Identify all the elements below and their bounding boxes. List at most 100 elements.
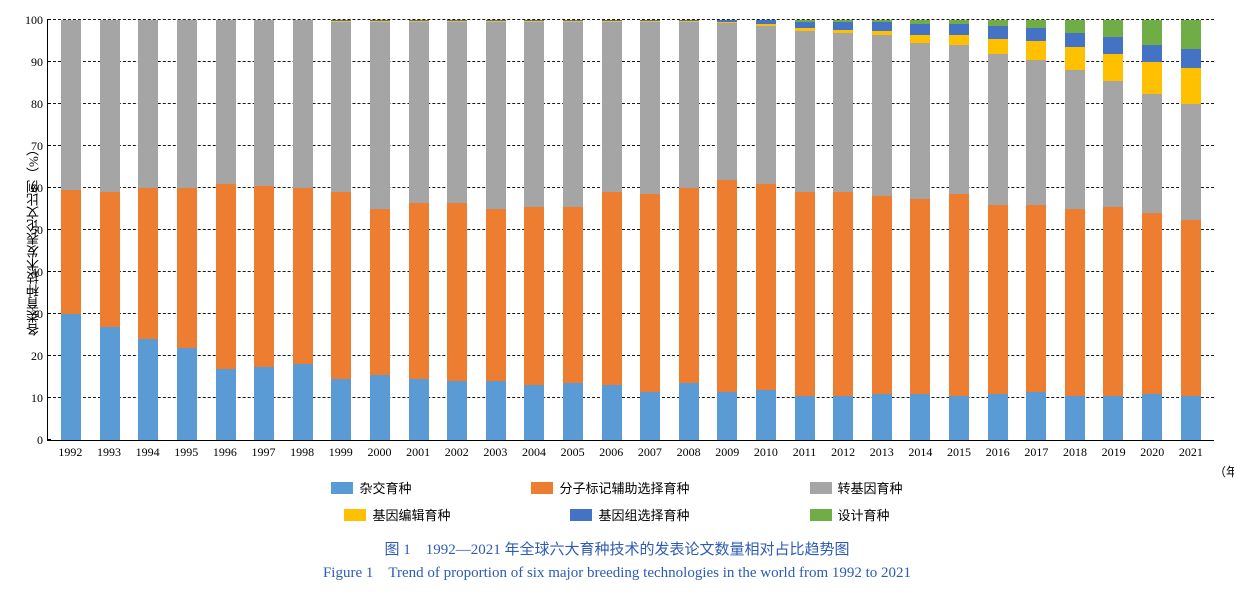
bar-segment-genomic xyxy=(1142,45,1162,62)
bar-column xyxy=(245,20,284,440)
bar-segment-transgen xyxy=(1026,60,1046,205)
bar-segment-editing xyxy=(1103,54,1123,81)
bar-segment-editing xyxy=(949,35,969,46)
bar-segment-hybrid xyxy=(293,364,313,440)
bar-segment-genomic xyxy=(949,24,969,35)
stacked-bar xyxy=(254,20,274,440)
legend-item-marker: 分子标记辅助选择育种 xyxy=(531,478,689,497)
bar-column xyxy=(901,20,940,440)
x-tick-label: 2005 xyxy=(553,445,592,460)
bar-segment-hybrid xyxy=(717,392,737,440)
bar-segment-marker xyxy=(795,192,815,396)
stacked-bar xyxy=(138,20,158,440)
bar-segment-genomic xyxy=(910,24,930,35)
bar-segment-transgen xyxy=(910,43,930,198)
legend-item-genomic: 基因组选择育种 xyxy=(570,505,689,524)
bar-segment-editing xyxy=(910,35,930,43)
bar-segment-marker xyxy=(100,192,120,326)
bar-segment-design xyxy=(1142,20,1162,45)
bar-segment-transgen xyxy=(872,35,892,197)
bar-column xyxy=(592,20,631,440)
x-tick-label: 1997 xyxy=(244,445,283,460)
y-tick-label: 70 xyxy=(31,140,43,152)
x-tick-label: 2014 xyxy=(901,445,940,460)
bar-segment-hybrid xyxy=(949,396,969,440)
bar-segment-hybrid xyxy=(1142,394,1162,440)
stacked-bar xyxy=(1181,20,1201,440)
bar-segment-hybrid xyxy=(910,394,930,440)
bar-segment-transgen xyxy=(756,26,776,184)
bar-column xyxy=(1171,20,1210,440)
bar-segment-hybrid xyxy=(833,396,853,440)
bar-segment-marker xyxy=(833,192,853,396)
x-tick-label: 1993 xyxy=(90,445,129,460)
legend-item-hybrid: 杂交育种 xyxy=(331,478,411,497)
x-tick-label: 2007 xyxy=(631,445,670,460)
bar-segment-marker xyxy=(872,196,892,393)
legend-swatch xyxy=(570,509,592,521)
legend-label: 杂交育种 xyxy=(359,478,411,497)
x-tick-label: 2004 xyxy=(515,445,554,460)
stacked-bar xyxy=(872,20,892,440)
bar-segment-transgen xyxy=(563,22,583,207)
bar-column xyxy=(785,20,824,440)
bar-segment-hybrid xyxy=(988,394,1008,440)
bar-segment-hybrid xyxy=(254,367,274,441)
bar-segment-transgen xyxy=(486,22,506,209)
bar-segment-genomic xyxy=(1103,37,1123,54)
bar-segment-marker xyxy=(486,209,506,381)
stacked-bar xyxy=(293,20,313,440)
bar-column xyxy=(670,20,709,440)
stacked-bar xyxy=(988,20,1008,440)
bar-column xyxy=(862,20,901,440)
bar-segment-marker xyxy=(1103,207,1123,396)
bar-column xyxy=(91,20,130,440)
y-tick-label: 30 xyxy=(31,308,43,320)
bar-segment-transgen xyxy=(949,45,969,194)
bar-segment-hybrid xyxy=(1103,396,1123,440)
stacked-bar xyxy=(370,20,390,440)
chart-body: 1992199319941995199619971998199920002001… xyxy=(47,20,1214,460)
bar-segment-marker xyxy=(524,207,544,386)
legend-label: 转基因育种 xyxy=(838,478,903,497)
stacked-bar xyxy=(1026,20,1046,440)
bar-segment-editing xyxy=(1026,41,1046,60)
stacked-bar xyxy=(795,20,815,440)
legend-swatch xyxy=(531,482,553,494)
bar-column xyxy=(477,20,516,440)
bar-segment-genomic xyxy=(1181,49,1201,68)
bar-segment-hybrid xyxy=(447,381,467,440)
bar-segment-hybrid xyxy=(524,385,544,440)
x-tick-label: 2010 xyxy=(747,445,786,460)
bar-column xyxy=(1133,20,1172,440)
legend-row: 杂交育种 分子标记辅助选择育种 转基因育种 xyxy=(20,478,1214,497)
x-tick-label: 2009 xyxy=(708,445,747,460)
bar-column xyxy=(438,20,477,440)
plot-area: 各类育种技术发表论文比例（%） 0102030405060708090100 1… xyxy=(20,20,1214,460)
bar-segment-marker xyxy=(1142,213,1162,394)
bar-segment-transgen xyxy=(254,20,274,186)
x-tick-label: 2001 xyxy=(399,445,438,460)
stacked-bar xyxy=(949,20,969,440)
bar-segment-marker xyxy=(640,194,660,391)
bar-segment-hybrid xyxy=(1026,392,1046,440)
stacked-bar xyxy=(447,20,467,440)
x-tick-label: 2020 xyxy=(1133,445,1172,460)
bar-segment-marker xyxy=(409,203,429,379)
y-tick-label: 90 xyxy=(31,56,43,68)
bar-segment-marker xyxy=(602,192,622,385)
bar-segment-transgen xyxy=(138,20,158,188)
bar-segment-design xyxy=(1181,20,1201,49)
bar-segment-genomic xyxy=(1026,28,1046,41)
bar-segment-transgen xyxy=(1065,70,1085,209)
stacked-bar xyxy=(524,20,544,440)
bar-segment-hybrid xyxy=(409,379,429,440)
legend-label: 设计育种 xyxy=(838,505,890,524)
bar-segment-editing xyxy=(1142,62,1162,94)
x-tick-label: 2017 xyxy=(1017,445,1056,460)
stacked-bar xyxy=(1103,20,1123,440)
y-tick-label: 80 xyxy=(31,98,43,110)
x-tick-label: 2015 xyxy=(940,445,979,460)
bar-segment-hybrid xyxy=(177,348,197,440)
x-tick-label: 2006 xyxy=(592,445,631,460)
